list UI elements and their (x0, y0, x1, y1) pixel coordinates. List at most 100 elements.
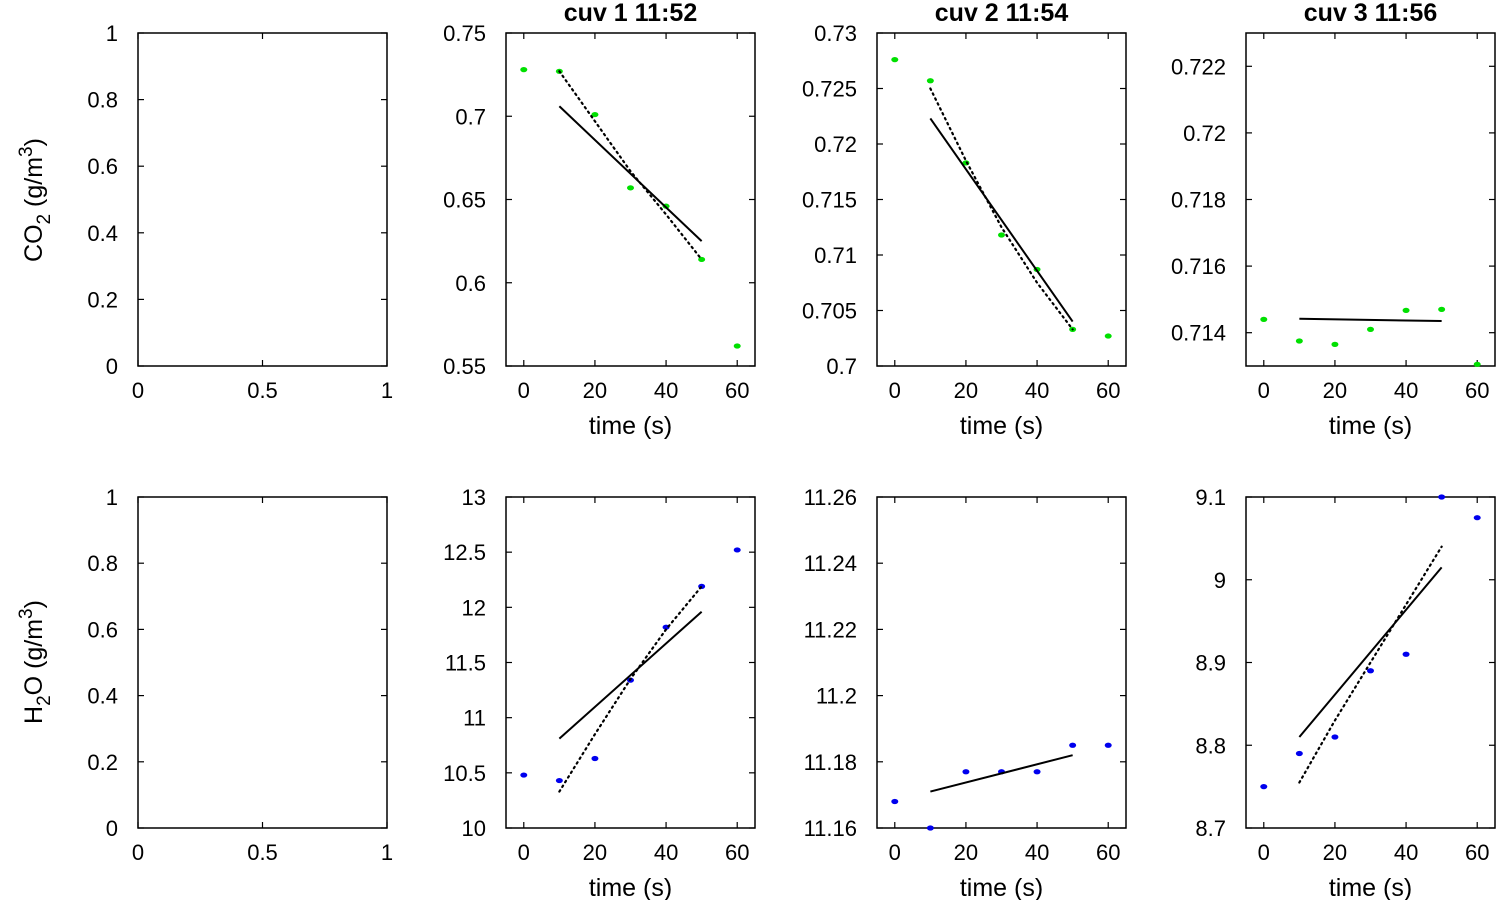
panel-h2o-cuv1: 0 20 40 60 10 10.5 11 11.5 12 12.5 13 time (s) (443, 485, 756, 900)
linear-fit-line (1298, 566, 1443, 738)
y-tick-label: 0.715 (802, 188, 857, 213)
y-tick-label: 0.73 (814, 21, 857, 46)
panel-co2-empty: 0 0.5 1 0 0.2 0.4 0.6 0.8 1 (87, 21, 393, 403)
y-tick-label: 0.65 (443, 188, 486, 213)
x-axis-label: time (s) (589, 412, 672, 440)
x-tick-label: 20 (583, 840, 607, 865)
y-tick-label: 0.718 (1171, 188, 1226, 213)
x-tick-label: 60 (1096, 840, 1120, 865)
data-point (962, 769, 970, 775)
x-tick-label: 20 (1323, 378, 1347, 403)
data-point (1473, 515, 1481, 521)
data-point (1104, 742, 1112, 748)
x-tick-label: 20 (954, 378, 978, 403)
y-tick-label: 0.55 (443, 354, 486, 379)
curve-fit-line (1298, 545, 1443, 784)
x-tick-label: 40 (1025, 378, 1049, 403)
x-tick-label: 20 (583, 378, 607, 403)
x-tick-label: 20 (954, 840, 978, 865)
panels-group: 0 0.5 100.20.40.60.810 20 40 600.550.60.650.7… (87, 0, 1496, 900)
y-tick-label: 0.72 (1183, 121, 1226, 146)
linear-fit-line (558, 611, 703, 740)
y-tick-label: 0.75 (443, 21, 486, 46)
y-tick-label: 11.2 (816, 684, 857, 709)
x-axis-label: time (s) (1329, 874, 1412, 900)
x-tick-label: 1 (381, 840, 393, 865)
y-tick-label: 9 (1214, 568, 1226, 593)
y-tick-label: 0.71 (814, 243, 857, 268)
panel-title: cuv 1 11:52 (564, 0, 697, 27)
x-tick-label: 60 (1465, 378, 1489, 403)
x-tick-label: 0 (132, 840, 144, 865)
y-tick-label: 0.8 (87, 551, 118, 576)
y-tick-label: 0.725 (802, 77, 857, 102)
panel-co2-cuv1: 0 20 40 60 0.55 0.6 0.65 0.7 0.75 cuv 1 11:52 time… (443, 0, 756, 440)
y-tick-label: 12 (462, 595, 486, 620)
y-tick-label: 8.9 (1195, 651, 1226, 676)
axes-box (876, 496, 1127, 829)
panel-h2o-cuv3: 0 20 40 60 8.7 8.8 8.9 9 9.1 time (s) (1195, 485, 1496, 900)
axes-box (137, 496, 388, 829)
x-tick-label: 60 (1465, 840, 1489, 865)
x-axis-label: time (s) (960, 874, 1043, 900)
x-tick-label: 0 (889, 378, 901, 403)
panel-title: cuv 3 11:56 (1304, 0, 1437, 27)
data-point (733, 343, 741, 349)
data-point (1260, 784, 1268, 790)
y-tick-label: 0.705 (802, 299, 857, 324)
co2-ylabel: CO2 (g/m3) (16, 138, 55, 262)
data-point (1295, 750, 1303, 757)
x-tick-label: 40 (1394, 378, 1418, 403)
data-point (520, 772, 528, 778)
x-tick-label: 20 (1323, 840, 1347, 865)
x-tick-label: 0 (889, 840, 901, 865)
x-tick-label: 0 (518, 840, 530, 865)
y-tick-label: 0 (106, 354, 118, 379)
linear-fit-line (558, 105, 703, 242)
data-point (733, 547, 741, 553)
x-tick-label: 40 (654, 840, 678, 865)
data-point (1438, 306, 1446, 312)
data-point (1367, 326, 1374, 332)
y-tick-label: 10 (462, 816, 486, 841)
x-tick-label: 1 (381, 378, 393, 403)
panel-title: cuv 2 11:54 (935, 0, 1069, 27)
x-axis-label: time (s) (1329, 412, 1412, 440)
y-tick-label: 11 (463, 706, 486, 731)
y-tick-label: 11.5 (445, 651, 486, 676)
y-tick-label: 1 (106, 485, 118, 510)
curve-fit-line (929, 87, 1074, 331)
y-tick-label: 0.7 (455, 104, 486, 129)
data-point (1104, 333, 1112, 339)
data-point (1473, 361, 1481, 367)
curve-fit-line (558, 70, 703, 261)
y-tick-label: 13 (462, 485, 486, 510)
axes-box (1245, 32, 1496, 367)
x-tick-label: 60 (725, 840, 749, 865)
linear-fit-line (930, 754, 1073, 793)
data-point (1331, 341, 1339, 347)
data-point (998, 232, 1005, 238)
y-tick-label: 0.8 (87, 88, 118, 113)
data-point (591, 111, 599, 118)
h2o-ylabel: H2O (g/m3) (16, 600, 55, 724)
data-point (1438, 494, 1446, 500)
panel-co2-cuv2: 0 20 40 60 0.7 0.705 0.71 0.715 0.72 0.725 0.73 cuv… (802, 0, 1127, 440)
y-tick-label: 0 (106, 816, 118, 841)
data-point (1069, 742, 1077, 748)
x-tick-label: 0.5 (247, 840, 278, 865)
data-point (555, 777, 563, 784)
x-tick-label: 0 (1258, 840, 1270, 865)
data-point (520, 67, 528, 73)
y-tick-label: 9.1 (1195, 485, 1226, 510)
curve-fit-line (558, 585, 703, 793)
y-tick-label: 11.18 (804, 750, 857, 775)
data-point (1367, 668, 1374, 674)
panel-co2-cuv3: 0 20 40 60 0.714 0.716 0.718 0.72 0.722 cuv 3 11:… (1171, 0, 1496, 440)
x-tick-label: 60 (1096, 378, 1120, 403)
data-point (591, 755, 599, 762)
x-tick-label: 0 (1258, 378, 1270, 403)
y-tick-label: 0.7 (826, 354, 857, 379)
panel-h2o-empty: 0 0.5 1 0 0.2 0.4 0.6 0.8 1 (87, 485, 393, 865)
